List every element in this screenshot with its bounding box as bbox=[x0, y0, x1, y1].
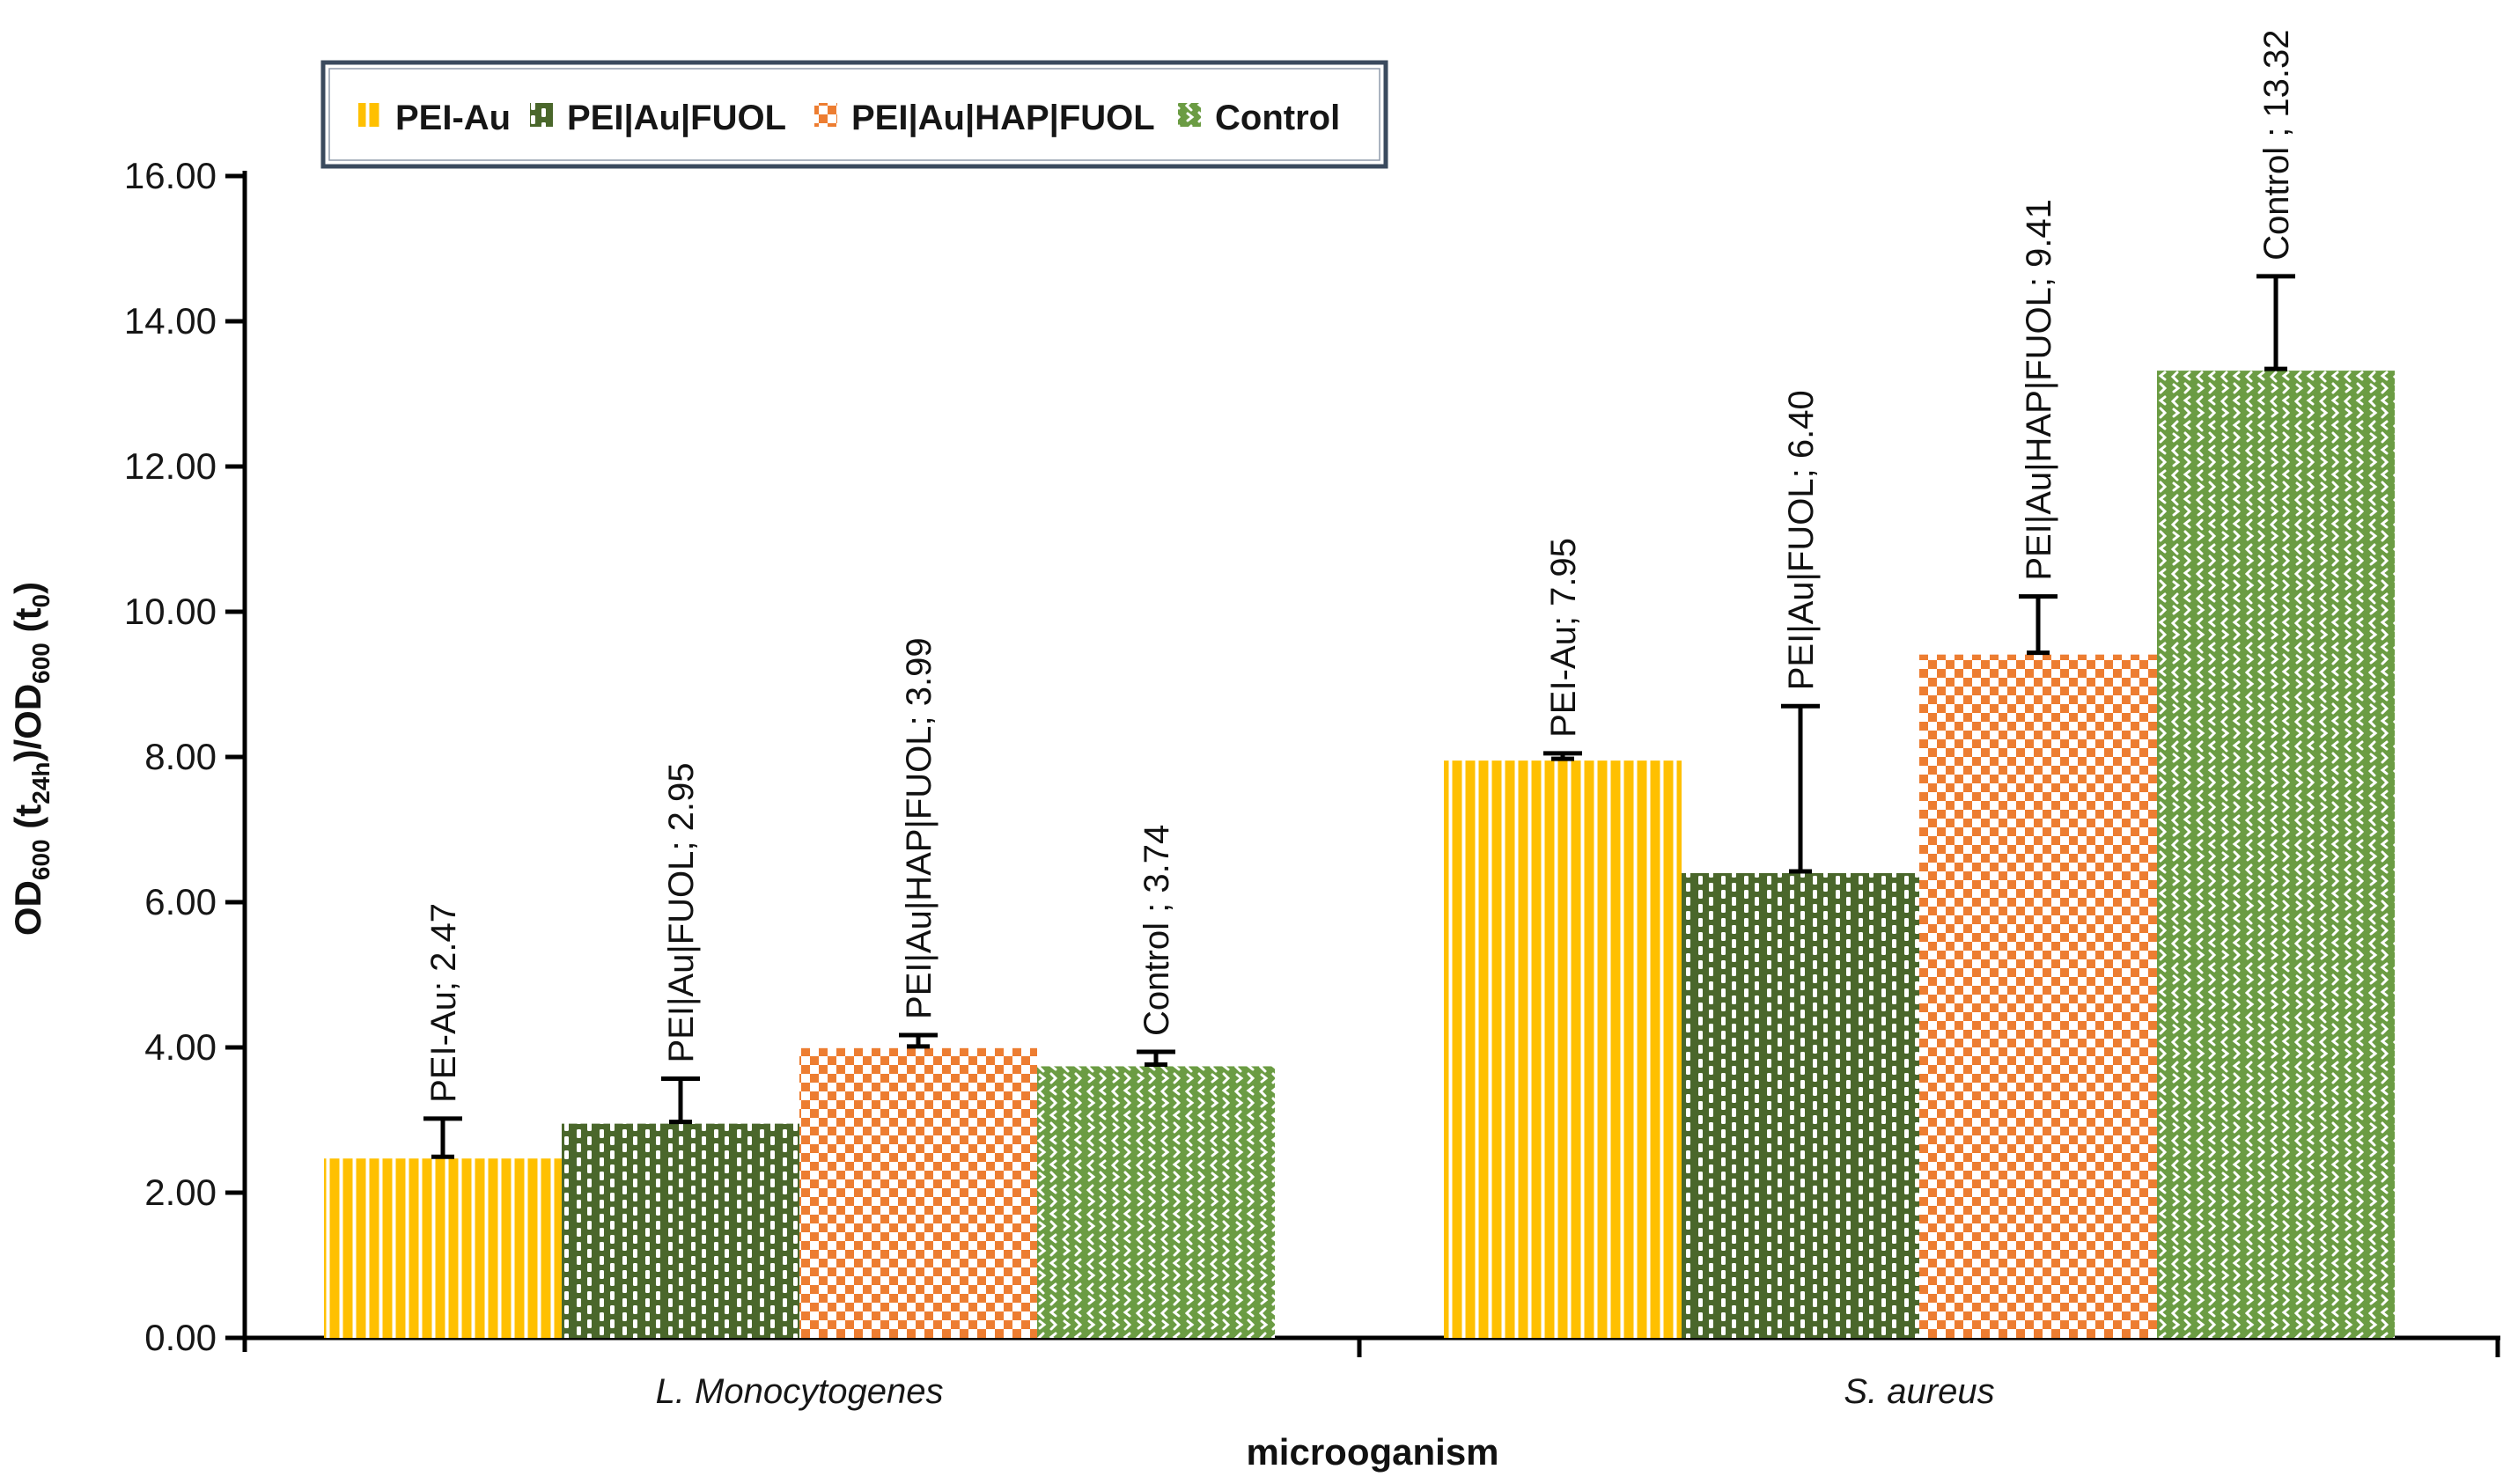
x-axis-title: microoganism bbox=[1246, 1431, 1498, 1473]
point-label: Control ; 13.32 bbox=[2257, 29, 2296, 260]
bar-pei-au-hap-fuol-cat2 bbox=[1919, 654, 2157, 1338]
legend-swatch-checker bbox=[814, 103, 837, 127]
bar-pei-au-hap-fuol-cat1 bbox=[799, 1047, 1037, 1338]
error-bar bbox=[2019, 594, 2058, 656]
error-bar bbox=[661, 1076, 700, 1125]
error-bar bbox=[1781, 703, 1820, 874]
point-label: PEI-Au; 7.95 bbox=[1544, 538, 1583, 738]
point-label: PEI|Au|FUOL; 6.40 bbox=[1782, 390, 1821, 690]
bar-pei-au-cat2 bbox=[1444, 760, 1682, 1338]
y-axis-title: OD600 (t24h)/OD600 (t0) bbox=[7, 582, 55, 936]
y-tick-label: 14.00 bbox=[124, 300, 217, 342]
legend-item[interactable]: PEI|Au|FUOL bbox=[530, 99, 786, 137]
bar-pei-au-fuol-cat2 bbox=[1682, 873, 1919, 1338]
point-label: PEI-Au; 2.47 bbox=[424, 903, 463, 1103]
bar-pei-au-cat1 bbox=[324, 1158, 562, 1338]
bar-control-cat2 bbox=[2157, 371, 2395, 1339]
y-tick-label: 2.00 bbox=[144, 1172, 217, 1213]
legend-label: PEI|Au|FUOL bbox=[567, 99, 786, 137]
y-tick-label: 6.00 bbox=[144, 881, 217, 922]
legend-swatch-weave bbox=[1178, 103, 1201, 127]
legend-box-inner-line bbox=[328, 68, 1380, 161]
error-bar bbox=[2256, 274, 2295, 371]
legend-item[interactable]: Control bbox=[1178, 99, 1340, 137]
bar-pei-au-fuol-cat1 bbox=[562, 1123, 799, 1338]
point-label: PEI|Au|HAP|FUOL; 9.41 bbox=[2020, 199, 2058, 581]
category-label: L. Monocytogenes bbox=[656, 1372, 944, 1411]
y-tick-label: 16.00 bbox=[124, 155, 217, 196]
y-tick-label: 4.00 bbox=[144, 1026, 217, 1068]
y-axis: 0.00 2.00 4.00 6.00 8.00 10.00 12.00 14.00 16.00 bbox=[124, 155, 247, 1358]
legend-item[interactable]: PEI-Au bbox=[358, 99, 511, 137]
category-label: S. aureus bbox=[1844, 1372, 1994, 1411]
legend-swatch-vstripe bbox=[358, 103, 381, 127]
y-tick-label: 0.00 bbox=[144, 1317, 217, 1358]
legend-label: Control bbox=[1215, 99, 1340, 137]
legend-box bbox=[320, 60, 1388, 169]
y-tick-label: 10.00 bbox=[124, 591, 217, 632]
plot-area: PEI-Au; 2.47 PEI-Au; 7.95 PEI|Au|FUOL; 2.9… bbox=[324, 29, 2395, 1339]
x-axis bbox=[243, 1335, 2500, 1357]
point-label: PEI|Au|HAP|FUOL; 3.99 bbox=[900, 637, 939, 1019]
bar-control-cat1 bbox=[1037, 1066, 1275, 1338]
legend-label: PEI-Au bbox=[395, 99, 511, 137]
legend-item[interactable]: PEI|Au|HAP|FUOL bbox=[814, 99, 1155, 137]
point-label: PEI|Au|FUOL; 2.95 bbox=[662, 763, 701, 1063]
error-bar bbox=[899, 1032, 938, 1049]
point-label: Control ; 3.74 bbox=[1137, 825, 1176, 1036]
legend: PEI-Au PEI|Au|FUOL PEI|Au|HAP|FUOL Control bbox=[320, 60, 1388, 169]
legend-label: PEI|Au|HAP|FUOL bbox=[851, 99, 1155, 137]
y-tick-label: 12.00 bbox=[124, 445, 217, 487]
legend-swatch-vdash bbox=[530, 103, 553, 127]
error-bar bbox=[423, 1116, 462, 1159]
error-bar bbox=[1543, 751, 1582, 761]
y-tick-label: 8.00 bbox=[144, 736, 217, 777]
error-bar bbox=[1137, 1049, 1175, 1067]
